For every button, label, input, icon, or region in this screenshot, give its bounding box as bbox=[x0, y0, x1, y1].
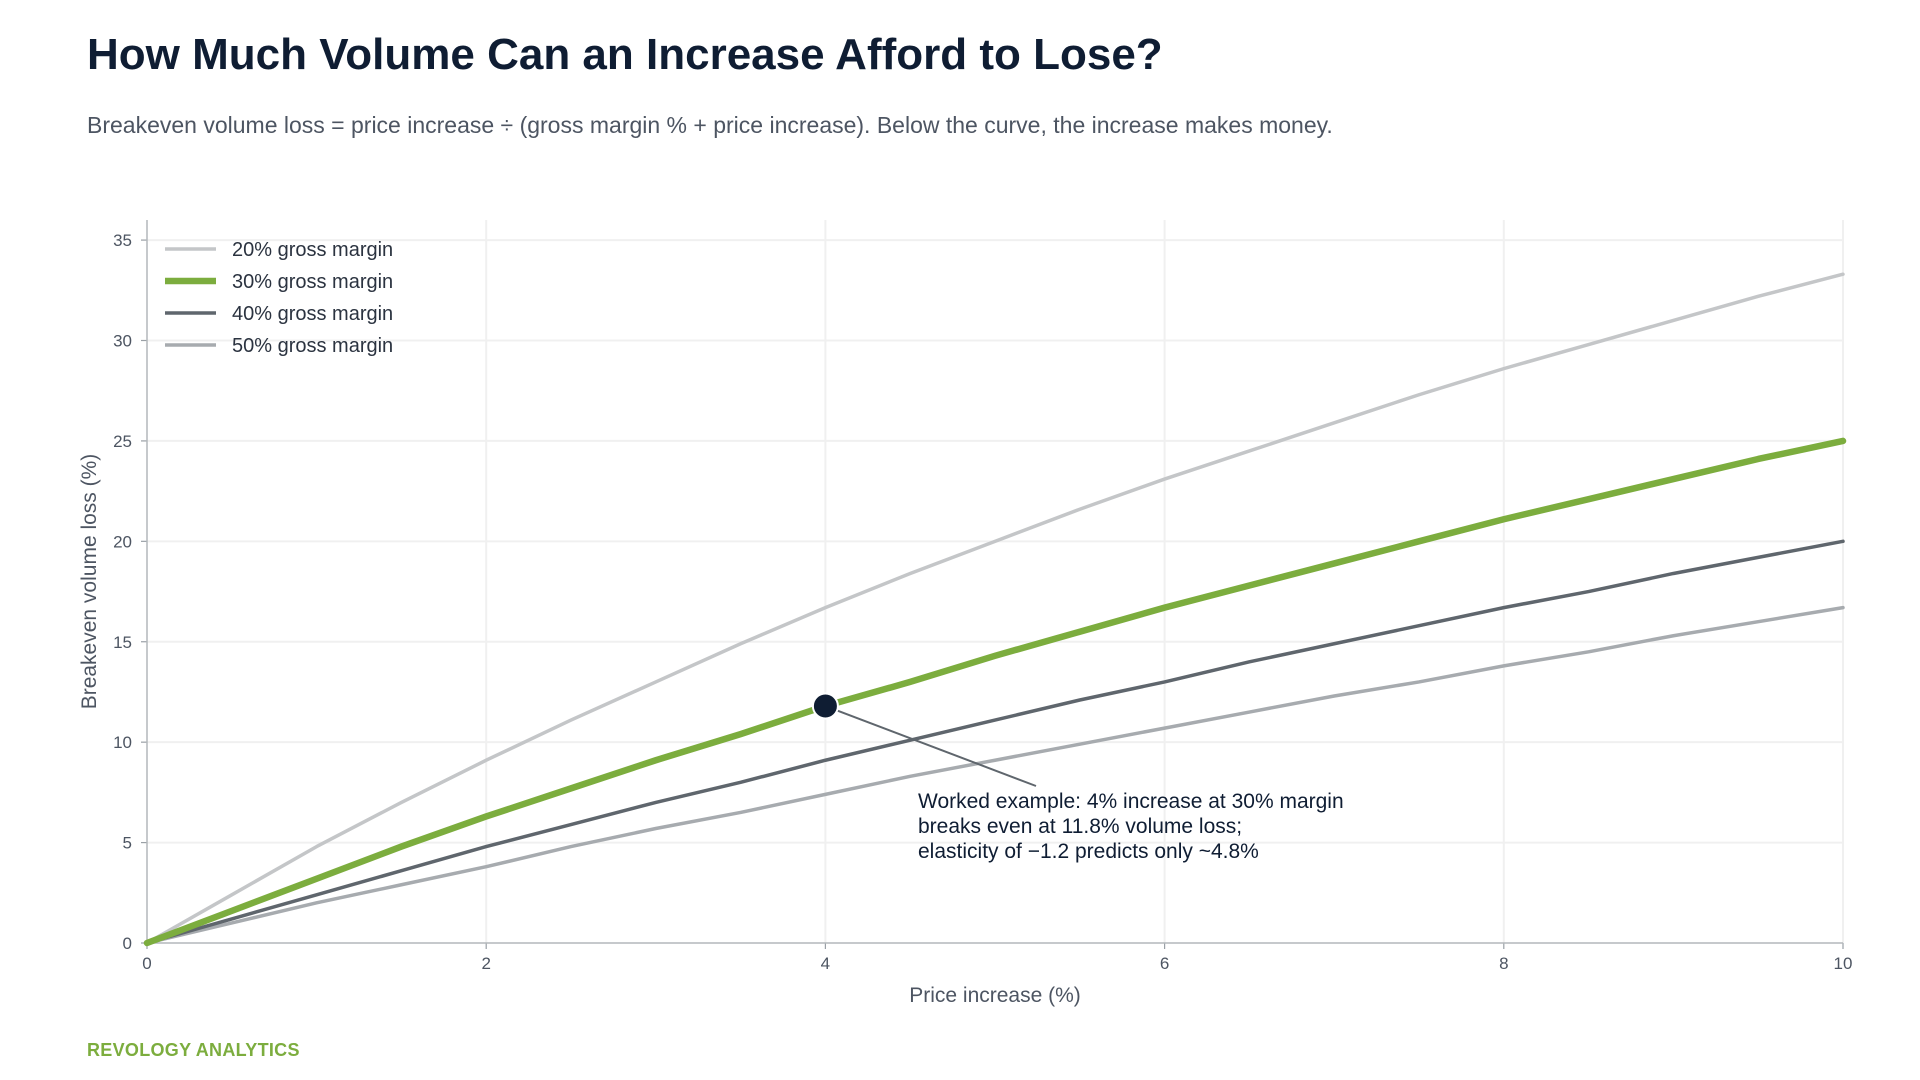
legend-label: 20% gross margin bbox=[232, 239, 393, 261]
legend-label: 50% gross margin bbox=[232, 335, 393, 357]
worked-example-marker bbox=[811, 692, 839, 720]
brand-footer: REVOLOGY ANALYTICS bbox=[87, 1040, 300, 1060]
grid-layer bbox=[147, 220, 1844, 943]
series-line-40-gross-margin bbox=[145, 539, 1845, 945]
series-line-30-gross-margin bbox=[143, 437, 1847, 947]
x-tick-label: 8 bbox=[1499, 954, 1508, 973]
x-tick-label: 0 bbox=[142, 954, 151, 973]
y-tick-label: 20 bbox=[113, 532, 132, 551]
legend-label: 40% gross margin bbox=[232, 303, 393, 325]
annotation-text-line: elasticity of −1.2 predicts only ~4.8% bbox=[918, 840, 1259, 863]
annotation-text-line: breaks even at 11.8% volume loss; bbox=[918, 815, 1242, 838]
y-tick-label: 30 bbox=[113, 332, 132, 351]
x-tick-label: 10 bbox=[1834, 954, 1853, 973]
y-tick-label: 35 bbox=[113, 231, 132, 250]
y-tick-label: 15 bbox=[113, 633, 132, 652]
y-tick-label: 25 bbox=[113, 432, 132, 451]
legend: 20% gross margin 30% gross margin 40% gros… bbox=[165, 239, 393, 357]
annotation-layer: Worked example: 4% increase at 30% margi… bbox=[811, 692, 1344, 863]
series-line-20-gross-margin bbox=[145, 272, 1845, 945]
y-tick-label: 5 bbox=[123, 834, 132, 853]
y-axis-title: Breakeven volume loss (%) bbox=[78, 454, 101, 710]
annotation-text-line: Worked example: 4% increase at 30% margi… bbox=[918, 790, 1344, 813]
x-axis-title: Price increase (%) bbox=[909, 984, 1081, 1007]
chart-subtitle: Breakeven volume loss = price increase ÷… bbox=[87, 112, 1333, 138]
x-tick-label: 4 bbox=[821, 954, 830, 973]
x-tick-label: 6 bbox=[1160, 954, 1169, 973]
series-line-50-gross-margin bbox=[145, 605, 1845, 945]
chart-title: How Much Volume Can an Increase Afford t… bbox=[87, 30, 1163, 79]
y-tick-label: 10 bbox=[113, 733, 132, 752]
annotation-leader-line bbox=[825, 705, 1037, 787]
x-tick-label: 2 bbox=[481, 954, 490, 973]
legend-label: 30% gross margin bbox=[232, 271, 393, 293]
series-layer bbox=[143, 272, 1847, 947]
y-tick-label: 0 bbox=[123, 934, 132, 953]
axes-layer: 0 2 4 6 8 10 0 5 10 15 20 25 30 35 bbox=[113, 220, 1852, 973]
